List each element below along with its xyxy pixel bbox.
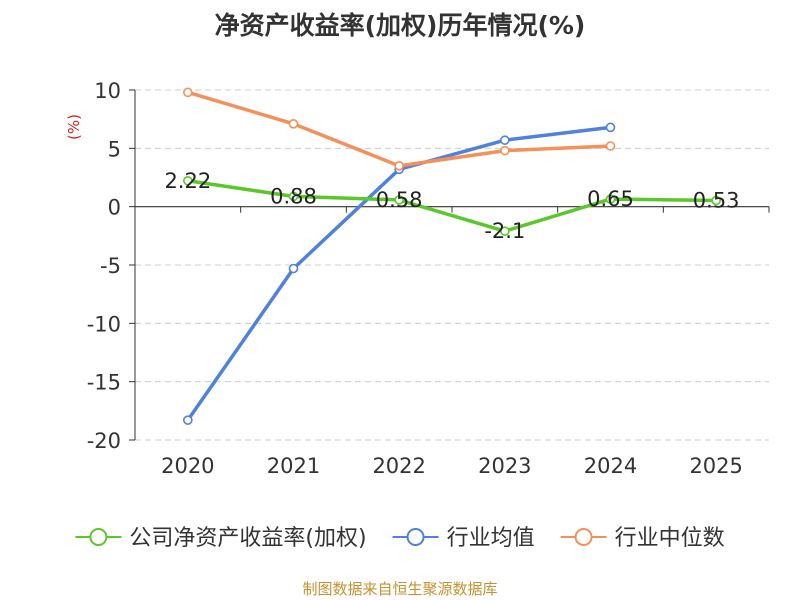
legend-label: 行业均值 [447,526,535,551]
y-tick-label: -10 [87,312,121,336]
y-axis-unit-label: (%) [65,114,83,140]
data-point [394,195,404,205]
data-point [288,119,299,129]
grid-lines [135,89,769,441]
data-point [605,141,616,151]
x-tick-label: 2025 [689,454,742,478]
y-tick-label: -5 [100,254,121,278]
legend-swatch-marker [574,528,593,546]
x-tick-label: 2024 [584,454,637,478]
data-point [605,122,616,133]
data-point [183,175,193,186]
data-point [711,195,721,206]
x-tick-label: 2021 [267,454,320,478]
legend-item: 公司净资产收益率(加权) [75,526,367,551]
data-label: -2.1 [484,219,525,243]
axes: 10 5 0 -5 -10 -15 -20 2020 2021 2022 2023 2024 2025 (… [65,79,770,478]
data-label: 0.53 [693,188,740,212]
data-point [288,263,299,274]
data-label: 0.58 [376,188,423,212]
data-label: 2.22 [164,169,211,193]
data-point [183,87,193,98]
data-point [500,226,510,236]
data-label: 0.88 [270,184,317,208]
y-tick-label: 5 [108,137,121,161]
series-line [186,90,613,168]
series-lines [183,87,721,425]
y-tick-label: 10 [94,79,121,103]
x-tick-label: 2020 [161,454,214,478]
y-tick-label: 0 [108,196,121,220]
legend: 公司净资产收益率(加权) 行业均值 行业中位数 [75,526,725,551]
y-tick-label: -20 [87,429,121,453]
legend-label: 公司净资产收益率(加权) [129,526,366,551]
chart-title: 净资产收益率(加权)历年情况(%) [214,11,586,40]
legend-label: 行业中位数 [615,526,725,551]
legend-item: 行业均值 [392,526,535,551]
data-point [500,145,510,156]
data-labels: 2.22 0.88 0.58 -2.1 0.65 0.53 [164,169,739,243]
legend-item: 行业中位数 [560,526,725,551]
data-point [605,194,616,204]
y-tick-label: -15 [87,371,121,395]
x-tick-label: 2022 [372,454,425,478]
legend-swatch-marker [406,528,425,546]
data-label: 0.65 [587,187,634,211]
legend-swatch-marker [89,528,108,546]
data-point [394,161,404,171]
x-tick-label: 2023 [478,454,531,478]
data-point [288,191,299,202]
data-point [500,135,510,145]
source-note: 制图数据来自恒生聚源数据库 [302,580,498,598]
series-line [186,179,718,233]
data-point [183,415,193,425]
